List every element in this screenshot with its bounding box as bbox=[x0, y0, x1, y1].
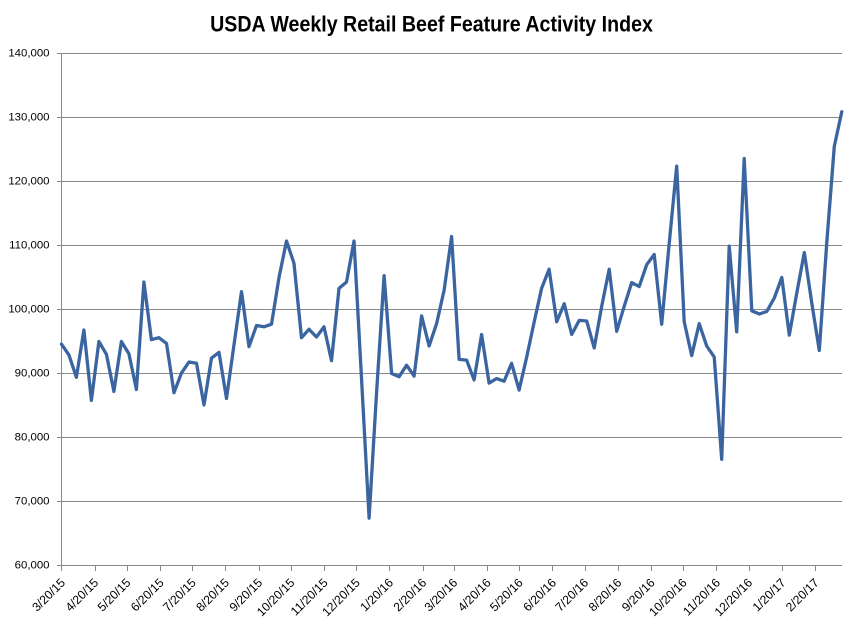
svg-text:140,000: 140,000 bbox=[8, 48, 49, 60]
svg-text:100,000: 100,000 bbox=[8, 304, 49, 316]
svg-text:USDA Weekly Retail Beef Featur: USDA Weekly Retail Beef Feature Activity… bbox=[210, 13, 653, 37]
svg-text:110,000: 110,000 bbox=[9, 240, 49, 252]
svg-text:120,000: 120,000 bbox=[8, 176, 49, 188]
svg-text:80,000: 80,000 bbox=[15, 432, 50, 444]
svg-text:60,000: 60,000 bbox=[15, 560, 50, 572]
svg-text:130,000: 130,000 bbox=[8, 112, 49, 124]
svg-text:90,000: 90,000 bbox=[15, 368, 50, 380]
svg-text:70,000: 70,000 bbox=[15, 496, 50, 508]
